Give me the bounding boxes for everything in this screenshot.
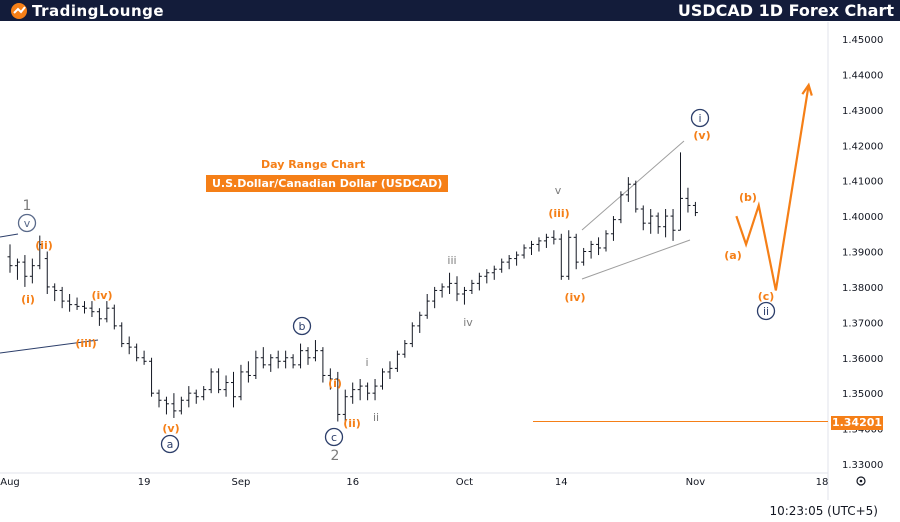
trendline-early bbox=[0, 233, 19, 238]
header-bar: TradingLounge USDCAD 1D Forex Chart bbox=[0, 0, 900, 21]
wedge-lower-line bbox=[581, 239, 691, 280]
x-tick-label: Sep bbox=[232, 477, 251, 488]
wave-label: (c) bbox=[758, 290, 775, 303]
logo-icon bbox=[11, 2, 27, 19]
support-price-tag: 1.34201 bbox=[831, 416, 883, 430]
projection-path bbox=[735, 84, 810, 291]
wave-label: ii bbox=[373, 411, 379, 424]
wave-label: ii bbox=[763, 305, 769, 318]
settings-icon-dot bbox=[859, 479, 863, 483]
y-tick-label: 1.43000 bbox=[842, 106, 883, 117]
wave-label: b bbox=[299, 320, 306, 333]
wave-label: (ii) bbox=[343, 417, 361, 430]
wave-label: (v) bbox=[162, 422, 179, 435]
wave-label-circle bbox=[292, 316, 312, 336]
chart-title: USDCAD 1D Forex Chart bbox=[677, 1, 894, 20]
x-tick-label: Oct bbox=[456, 477, 473, 488]
y-tick-label: 1.33000 bbox=[842, 460, 883, 471]
wedge-upper-line bbox=[581, 140, 685, 231]
wave-label: (b) bbox=[739, 191, 757, 204]
trendline-wave-iii bbox=[0, 339, 99, 354]
brand-name: TradingLounge bbox=[32, 1, 165, 20]
wave-label: c bbox=[331, 431, 337, 444]
wave-label: (ii) bbox=[35, 239, 53, 252]
y-tick-label: 1.42000 bbox=[842, 141, 883, 152]
wave-label: i bbox=[365, 356, 368, 369]
wave-label: (a) bbox=[724, 249, 741, 262]
wave-label: a bbox=[167, 438, 174, 451]
wave-label-circle bbox=[160, 434, 180, 454]
y-tick-label: 1.39000 bbox=[842, 248, 883, 259]
y-tick-label: 1.45000 bbox=[842, 35, 883, 46]
y-tick-label: 1.34000 bbox=[842, 425, 883, 436]
wave-label: (iii) bbox=[75, 337, 96, 350]
pair-label-badge: U.S.Dollar/Canadian Dollar (USDCAD) bbox=[206, 175, 449, 192]
wave-label-circle bbox=[17, 213, 37, 233]
x-tick-label: Aug bbox=[0, 477, 20, 488]
wave-label-circle bbox=[756, 301, 776, 321]
wave-label: 2 bbox=[331, 448, 340, 464]
wave-label: (i) bbox=[21, 293, 35, 306]
wave-label: iii bbox=[447, 254, 456, 267]
wave-label: (iii) bbox=[548, 207, 569, 220]
y-tick-label: 1.36000 bbox=[842, 354, 883, 365]
projection-arrowhead bbox=[801, 82, 813, 96]
y-tick-label: 1.38000 bbox=[842, 283, 883, 294]
settings-icon bbox=[856, 476, 866, 486]
chart-subtitle: Day Range Chart bbox=[261, 158, 366, 171]
x-tick-label: 16 bbox=[346, 477, 359, 488]
wave-label: (i) bbox=[328, 377, 342, 390]
wave-label: i bbox=[698, 112, 701, 125]
footer-time: 10:23:05 (UTC+5) bbox=[769, 504, 878, 518]
wave-label-circle bbox=[690, 108, 710, 128]
wave-label: v bbox=[24, 217, 31, 230]
y-tick-label: 1.37000 bbox=[842, 318, 883, 329]
y-tick-label: 1.44000 bbox=[842, 70, 883, 81]
wave-label-circle bbox=[324, 427, 344, 447]
y-tick-label: 1.40000 bbox=[842, 212, 883, 223]
x-tick-label: 14 bbox=[555, 477, 568, 488]
wave-label: (iv) bbox=[92, 289, 113, 302]
brand-logo[interactable]: TradingLounge bbox=[10, 1, 164, 20]
y-tick-label: 1.35000 bbox=[842, 389, 883, 400]
x-tick-label: 19 bbox=[138, 477, 151, 488]
y-tick-label: 1.41000 bbox=[842, 177, 883, 188]
wave-label: v bbox=[555, 184, 562, 197]
wave-label: (iv) bbox=[565, 291, 586, 304]
x-tick-label: 18 bbox=[816, 477, 829, 488]
wave-label: iv bbox=[463, 316, 473, 329]
x-tick-label: Nov bbox=[686, 477, 706, 488]
wave-label: (v) bbox=[693, 129, 710, 142]
wave-label: 1 bbox=[23, 198, 32, 214]
